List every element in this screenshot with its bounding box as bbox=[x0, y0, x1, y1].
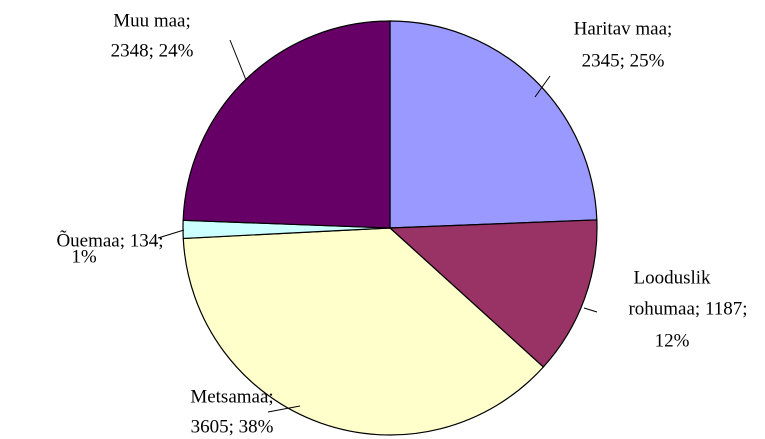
leader-line bbox=[157, 229, 185, 239]
data-label: Õuemaa; 134; bbox=[56, 229, 163, 251]
leader-line bbox=[534, 75, 551, 98]
data-label: Haritav maa; bbox=[574, 18, 673, 39]
data-label: Muu maa; bbox=[113, 10, 191, 31]
data-label: 2345; 25% bbox=[582, 50, 665, 71]
data-label: 2348; 24% bbox=[111, 40, 194, 61]
data-label: Looduslik bbox=[633, 267, 711, 288]
pie-slice bbox=[182, 227, 545, 436]
data-label: rohumaa; 1187; bbox=[628, 298, 747, 319]
pie-slice bbox=[389, 20, 598, 229]
pie-slice bbox=[182, 20, 391, 229]
leader-line bbox=[229, 39, 247, 81]
pie-slice bbox=[388, 219, 598, 368]
data-label: 3605; 38% bbox=[191, 416, 274, 437]
data-label: 1% bbox=[71, 246, 97, 267]
data-label: Metsamaa; bbox=[190, 386, 273, 407]
leader-line bbox=[267, 405, 301, 413]
leader-line bbox=[583, 307, 598, 313]
data-label: 12% bbox=[655, 330, 690, 351]
